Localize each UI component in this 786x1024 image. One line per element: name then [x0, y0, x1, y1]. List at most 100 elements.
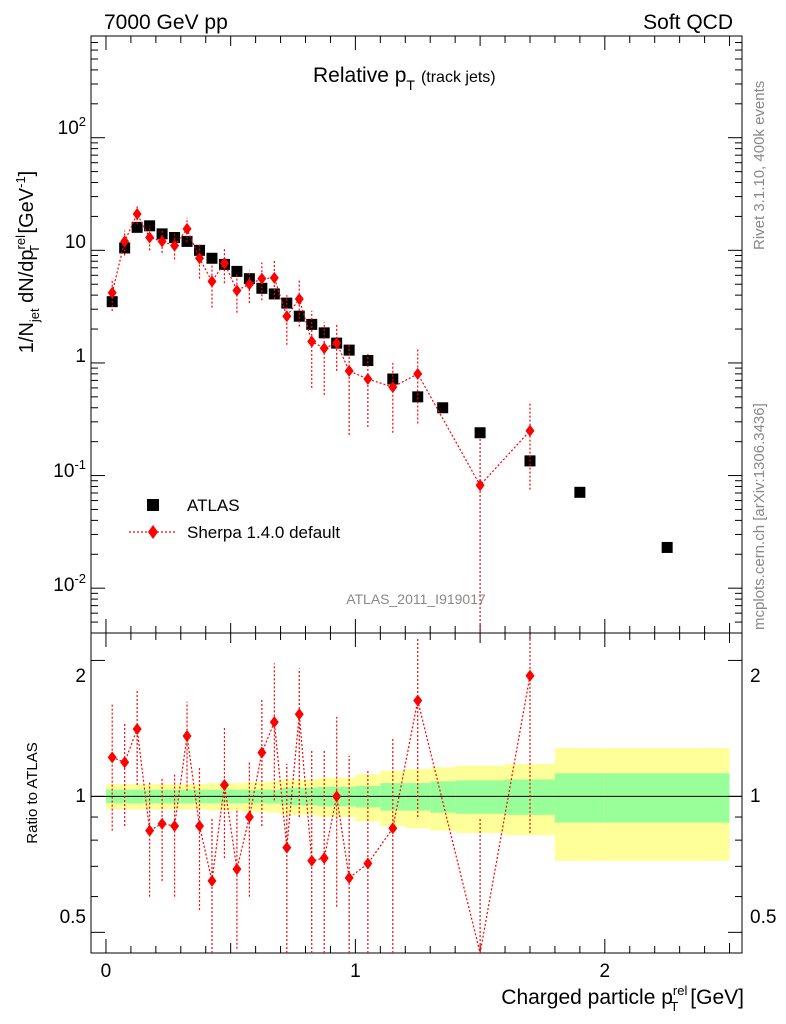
atlas-point: [306, 318, 318, 330]
ytick-label-100: 102: [58, 114, 86, 139]
ratio-ytick-label-right-2: 2: [750, 666, 761, 687]
ratio-ytick-label-right-1: 1: [750, 786, 761, 807]
ratio-panel: 0.5 1 2 0.5 1 2 Ratio to ATLAS 0 1 2 Cha…: [24, 632, 776, 1014]
sherpa-point: [363, 373, 373, 386]
side-text-mcplots: mcplots.cern.ch [arXiv:1306.3436]: [751, 403, 768, 630]
atlas-point: [437, 402, 449, 414]
sherpa-point: [388, 381, 398, 394]
main-ylabel: 1/Njet dN/dprelT [GeV-1]: [13, 171, 42, 353]
ratio-sherpa-point: [207, 874, 217, 887]
main-frame: [90, 35, 743, 634]
ratio-sherpa-point: [195, 819, 204, 832]
sherpa-point: [332, 337, 342, 350]
ratio-sherpa-point: [363, 857, 373, 870]
ratio-sherpa-point: [413, 694, 423, 707]
ratio-sherpa-point: [182, 730, 192, 743]
xaxis-title-main: Charged particle p: [501, 986, 673, 1009]
xaxis-title-sup: rel: [673, 983, 688, 998]
ratio-ytick-label-0.5: 0.5: [60, 907, 86, 928]
plot-title-main: Relative p: [313, 64, 406, 87]
atlas-point: [206, 252, 218, 264]
atlas-point: [156, 228, 168, 240]
ratio-sherpa-point: [257, 746, 267, 759]
ratio-sherpa-point: [307, 854, 317, 867]
xtick-label-1: 1: [350, 961, 361, 982]
sherpa-point: [294, 292, 304, 305]
sherpa-point: [232, 284, 242, 297]
sherpa-point: [269, 271, 279, 284]
ratio-sherpa-point: [269, 716, 279, 729]
sherpa-point: [157, 235, 167, 248]
ytick-label-1: 1: [75, 346, 86, 367]
ratio-sherpa-point: [244, 811, 254, 824]
xtick-label-2: 2: [600, 961, 611, 982]
ratio-sherpa-point: [294, 708, 304, 721]
sherpa-point: [120, 235, 130, 248]
sherpa-point: [257, 272, 267, 285]
plot-title: Relative pT (track jets): [313, 64, 496, 93]
ratio-sherpa-point: [344, 871, 354, 884]
plot-title-tail: (track jets): [421, 69, 496, 86]
ratio-ytick-label-2: 2: [75, 666, 86, 687]
ratio-sherpa-point: [232, 863, 242, 876]
ratio-sherpa-point: [319, 852, 329, 865]
xtick-label-0: 0: [101, 961, 112, 982]
atlas-point: [131, 221, 143, 233]
atlas-point: [574, 486, 586, 498]
ratio-sherpa-points: [107, 633, 535, 954]
ratio-ylabel: Ratio to ATLAS: [24, 742, 41, 843]
sherpa-point: [525, 424, 535, 437]
ratio-sherpa-point: [332, 790, 342, 803]
ratio-band-inner: [430, 781, 456, 813]
plot-title-sub: T: [406, 77, 415, 93]
xaxis-title: Charged particle prel T [GeV]: [501, 983, 744, 1014]
sherpa-point: [195, 252, 204, 265]
xaxis-title-tail: [GeV]: [690, 986, 744, 1009]
atlas-point: [474, 427, 486, 439]
svg-text:1/Njet dN/dprelT [GeV-1]: 1/Njet dN/dprelT [GeV-1]: [13, 171, 42, 353]
sherpa-point: [244, 278, 254, 291]
sherpa-point: [282, 310, 292, 323]
sherpa-point: [344, 364, 354, 377]
main-axis-ticks: [91, 35, 742, 634]
ratio-sherpa-point: [120, 756, 130, 769]
atlas-point: [119, 242, 131, 254]
ytick-label-0.1: 10-1: [53, 457, 86, 482]
sherpa-point: [145, 231, 155, 244]
ratio-sherpa-point: [219, 778, 229, 791]
sherpa-point: [107, 286, 117, 299]
sherpa-point: [219, 257, 229, 270]
atlas-point: [231, 265, 243, 277]
sherpa-point: [207, 275, 217, 288]
sherpa-points: [107, 205, 535, 633]
legend-atlas-label: ATLAS: [187, 496, 240, 515]
ratio-band-inner: [554, 773, 605, 823]
legend-sherpa-marker: [148, 525, 158, 539]
sherpa-point: [413, 367, 423, 380]
side-text-rivet: Rivet 3.1.10, 400k events: [751, 81, 768, 250]
ratio-band-inner: [505, 779, 555, 815]
header-right: Soft QCD: [643, 11, 733, 34]
sherpa-point: [319, 342, 329, 355]
ratio-sherpa-point: [132, 722, 142, 735]
ratio-sherpa-point: [107, 751, 117, 764]
atlas-point: [412, 391, 424, 403]
sherpa-point: [307, 335, 317, 348]
ratio-sherpa-point: [388, 822, 398, 835]
xaxis-title-sub: T: [670, 999, 678, 1014]
header-left: 7000 GeV pp: [104, 11, 228, 34]
ratio-ytick-label-1: 1: [75, 786, 86, 807]
ytick-label-10: 10: [65, 232, 86, 253]
legend-atlas-marker: [147, 499, 159, 511]
sherpa-point: [182, 222, 192, 235]
ratio-sherpa-point: [282, 841, 292, 854]
ratio-band-inner: [455, 780, 506, 814]
ratio-ytick-label-right-0.5: 0.5: [750, 907, 776, 928]
main-panel: Relative pT (track jets) 10-2 10-1 1 10 1…: [13, 35, 743, 634]
atlas-point: [661, 541, 673, 553]
ratio-band-inner: [604, 773, 730, 823]
atlas-point: [293, 310, 305, 322]
atlas-point: [256, 282, 268, 294]
sherpa-point: [132, 208, 142, 221]
